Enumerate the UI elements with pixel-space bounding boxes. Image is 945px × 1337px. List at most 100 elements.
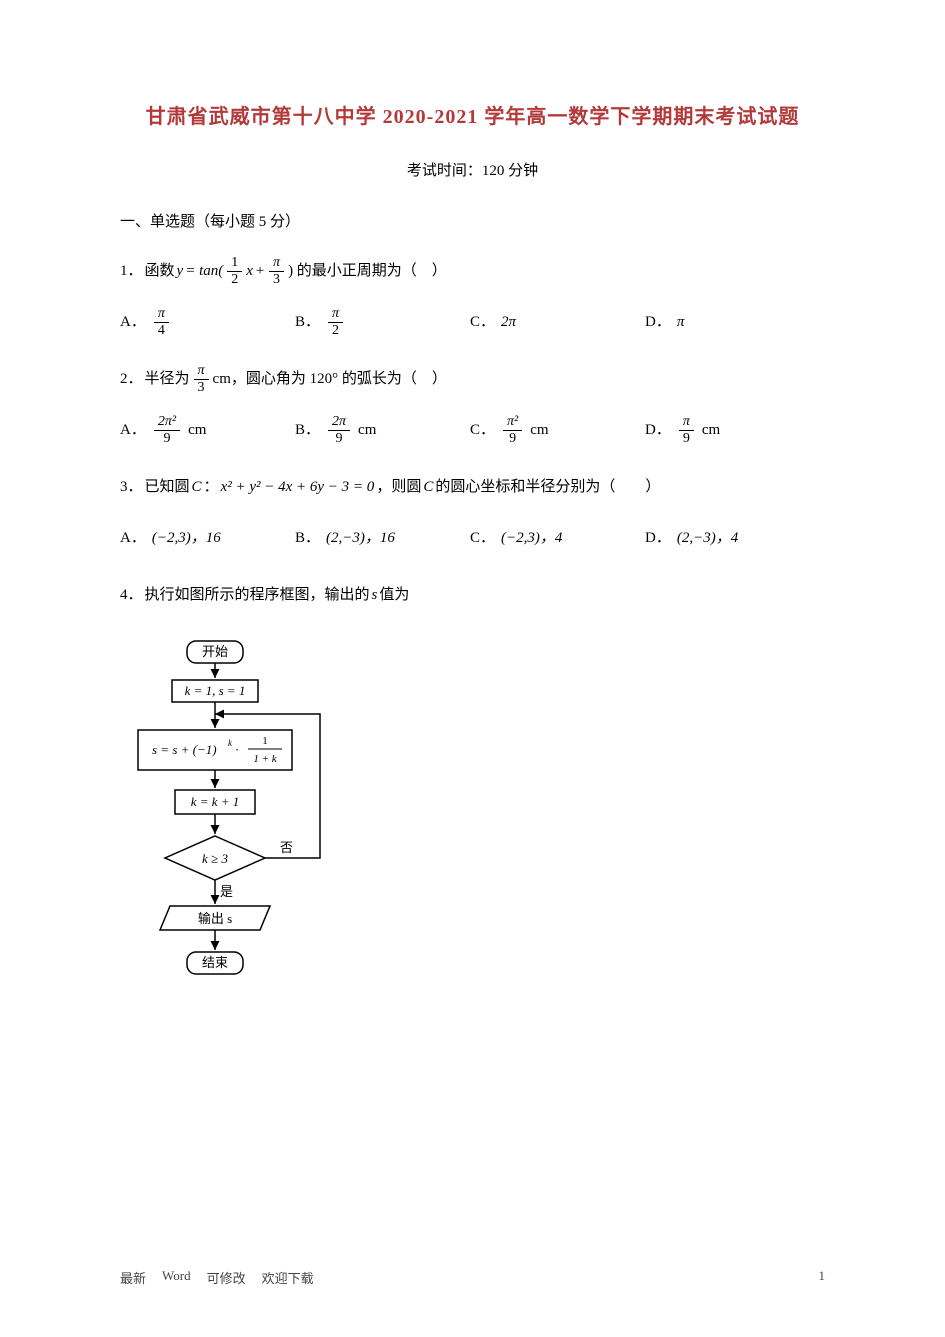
q2-opt-d-den: 9 [679,431,694,446]
q2-option-b: B． 2π 9 cm [295,414,470,447]
q1-frac-2: π 3 [269,256,284,287]
q2-option-d: D． π 9 cm [645,414,820,447]
q2-opt-b-label: B． [295,414,320,447]
question-3-text: 3． 已知圆 C ： x² + y² − 4x + 6y − 3 = 0 ，则圆… [120,471,825,504]
q2-opt-d-unit: cm [702,414,720,447]
q2-opt-a-num: 2π² [154,415,180,431]
q2-options: A． 2π² 9 cm B． 2π 9 cm C． π² 9 cm D． [120,414,825,447]
q3-opt-d-val: (2,−3)，4 [677,522,738,555]
q3-option-d: D． (2,−3)，4 [645,522,820,555]
q3-option-a: A． (−2,3)，16 [120,522,295,555]
q2-frac-num: π [194,364,209,380]
question-2-text: 2． 半径为 π 3 cm，圆心角为 120° 的弧长为（ ） [120,363,825,396]
q1-opt-a-frac: π 4 [154,307,169,338]
q2-opt-a-unit: cm [188,414,206,447]
q3-opt-c-label: C． [470,522,495,555]
footer-text-3: 可修改 [207,1268,246,1287]
flow-inc-k-label: k = k + 1 [191,794,240,809]
page-number: 1 [819,1268,826,1287]
q1-eq-open: = tan( [185,255,223,288]
question-3: 3． 已知圆 C ： x² + y² − 4x + 6y − 3 = 0 ，则圆… [120,471,825,555]
q3-colon: ： [204,471,219,504]
exam-duration: 考试时间：120 分钟 [120,159,825,180]
flow-yes-label: 是 [220,884,233,899]
q2-opt-d-frac: π 9 [679,415,694,446]
q2-opt-c-unit: cm [530,414,548,447]
question-4: 4． 执行如图所示的程序框图，输出的 s 值为 [120,579,825,612]
q1-frac-2-num: π [269,256,284,272]
q1-prefix: 函数 [145,255,175,288]
flow-update-s-frac-den: 1 + k [253,753,277,765]
q2-opt-c-label: C． [470,414,495,447]
page-footer: 最新 Word 可修改 欢迎下载 1 [120,1268,825,1287]
q3-opt-a-label: A． [120,522,146,555]
question-1-text: 1． 函数 y = tan( 1 2 x + π 3 ) 的最小正周期为（ ） [120,255,825,288]
footer-text-2: Word [162,1268,191,1287]
flow-init-label: k = 1, s = 1 [185,683,246,698]
q3-options: A． (−2,3)，16 B． (2,−3)，16 C． (−2,3)，4 D．… [120,522,825,555]
q1-var-x: x [246,255,253,288]
q3-tail: 的圆心坐标和半径分别为（ ） [435,471,660,504]
q2-number: 2． [120,363,143,396]
q2-opt-b-num: 2π [328,415,350,431]
footer-text-4: 欢迎下载 [262,1268,314,1287]
q2-opt-b-den: 9 [332,431,347,446]
q2-opt-b-frac: 2π 9 [328,415,350,446]
q3-prefix: 已知圆 [145,471,190,504]
q1-var-y: y [177,255,184,288]
q3-option-c: C． (−2,3)，4 [470,522,645,555]
footer-text-1: 最新 [120,1268,146,1287]
flow-no-label: 否 [280,840,293,855]
flow-update-s-frac-num: 1 [262,735,268,747]
q2-option-c: C． π² 9 cm [470,414,645,447]
section-1-header: 一、单选题（每小题 5 分） [120,210,825,231]
q3-option-b: B． (2,−3)，16 [295,522,470,555]
flow-end-label: 结束 [202,955,228,970]
q2-option-a: A． 2π² 9 cm [120,414,295,447]
q2-frac-den: 3 [194,380,209,395]
footer-left: 最新 Word 可修改 欢迎下载 [120,1268,314,1287]
question-4-text: 4． 执行如图所示的程序框图，输出的 s 值为 [120,579,825,612]
q1-opt-d-label: D． [645,306,671,339]
q1-frac-1: 1 2 [227,256,242,287]
flow-cond-label: k ≥ 3 [202,851,228,866]
flow-output-label: 输出 s [198,911,232,926]
question-1: 1． 函数 y = tan( 1 2 x + π 3 ) 的最小正周期为（ ） … [120,255,825,339]
flow-start-label: 开始 [202,644,228,659]
q3-opt-b-label: B． [295,522,320,555]
q3-eq: x² + y² − 4x + 6y − 3 = 0 [221,471,375,504]
q1-option-c: C． 2π [470,306,645,339]
flowchart: 开始 k = 1, s = 1 s = s + (−1) k · 1 1 + k… [120,636,825,1021]
flow-update-s-dot: · [235,742,239,757]
q1-opt-b-frac: π 2 [328,307,343,338]
q1-options: A． π 4 B． π 2 C． 2π D． π [120,306,825,339]
q3-c2: C [423,471,433,504]
q2-opt-a-frac: 2π² 9 [154,415,180,446]
page-title: 甘肃省武威市第十八中学 2020-2021 学年高一数学下学期期末考试试题 [120,100,825,129]
q2-opt-c-num: π² [503,415,522,431]
q2-opt-d-num: π [679,415,694,431]
q2-prefix: 半径为 [145,363,190,396]
q1-number: 1． [120,255,143,288]
q3-opt-d-label: D． [645,522,671,555]
q2-opt-c-frac: π² 9 [503,415,522,446]
q1-opt-d-val: π [677,306,685,339]
q1-option-d: D． π [645,306,820,339]
q1-opt-a-label: A． [120,306,146,339]
q4-tail: 值为 [379,579,409,612]
q2-opt-c-den: 9 [505,431,520,446]
q1-opt-b-num: π [328,307,343,323]
q1-opt-b-den: 2 [328,323,343,338]
q1-frac-2-den: 3 [269,272,284,287]
q1-option-a: A． π 4 [120,306,295,339]
q2-frac: π 3 [194,364,209,395]
flowchart-svg: 开始 k = 1, s = 1 s = s + (−1) k · 1 1 + k… [120,636,350,1016]
q1-opt-b-label: B． [295,306,320,339]
q2-opt-d-label: D． [645,414,671,447]
q1-option-b: B． π 2 [295,306,470,339]
q2-opt-a-den: 9 [159,431,174,446]
q1-frac-1-num: 1 [227,256,242,272]
q4-var-s: s [372,579,378,612]
q3-opt-c-val: (−2,3)，4 [501,522,562,555]
q3-number: 3． [120,471,143,504]
